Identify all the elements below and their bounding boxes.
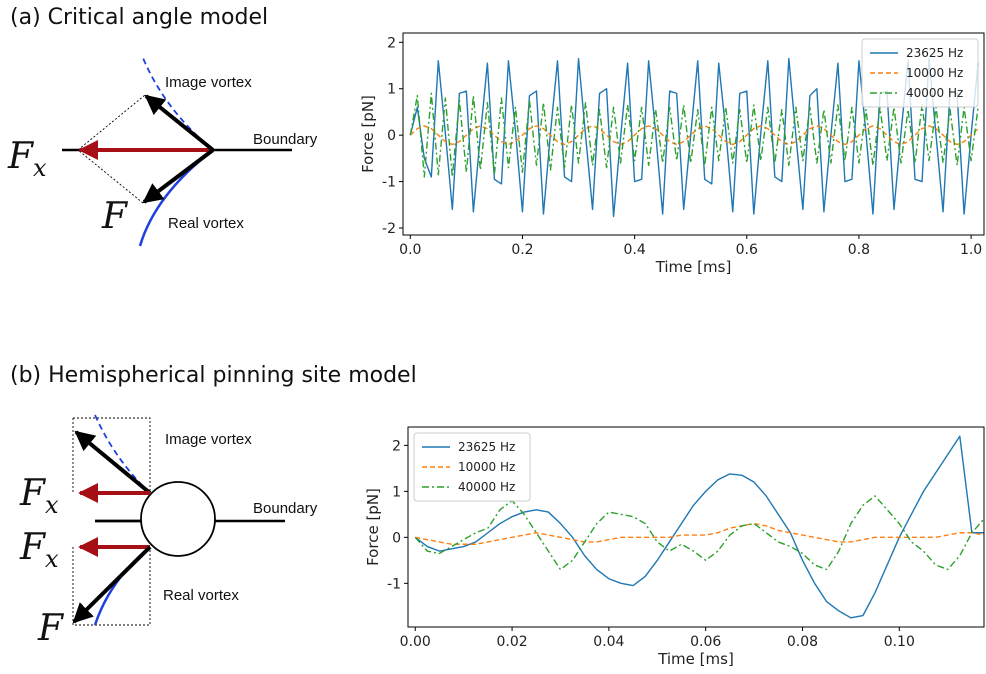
- chart: -1 0 1 2 0.00 0.02 0.04 0.06 0.08 0.10 Time [ms] Fo…: [364, 426, 985, 668]
- axes-frame: [402, 32, 985, 236]
- legend-label: 10000 Hz: [458, 460, 515, 474]
- image-vortex-label: Image vortex: [165, 74, 252, 91]
- image-arrow: [74, 430, 152, 495]
- series-line: [409, 92, 979, 178]
- f-arrow: [142, 148, 215, 204]
- axes-frame: [407, 426, 985, 628]
- x-tick-label: 0.04: [593, 634, 624, 650]
- x-tick-label: 0.4: [623, 242, 645, 258]
- boundary-label: Boundary: [253, 500, 318, 517]
- panel-title: (a) Critical angle model: [10, 5, 268, 30]
- y-tick-label: -1: [382, 175, 396, 191]
- series-line: [414, 495, 984, 571]
- symbol: F: [7, 136, 35, 177]
- f-arrow: [72, 545, 152, 624]
- real-vortex-label: Real vortex: [163, 587, 239, 604]
- lower-box: [72, 547, 151, 626]
- symbol: F: [19, 527, 47, 568]
- legend-box: [413, 432, 531, 502]
- x-tick-label: 0.8: [848, 242, 870, 258]
- pinning-site: [140, 481, 216, 557]
- legend-label: 23625 Hz: [906, 46, 963, 60]
- subscript: x: [45, 491, 59, 519]
- plot-lines: [414, 435, 984, 619]
- y-tick-label: 1: [387, 82, 396, 98]
- f-label: F: [101, 196, 129, 237]
- boundary-label: Boundary: [253, 131, 318, 148]
- diagram-a: Image vortex Boundary Real vortex Fx F: [7, 57, 318, 247]
- x-tick-label: 0.10: [884, 634, 915, 650]
- y-tick-label: 0: [392, 530, 401, 546]
- legend-box: [861, 38, 979, 108]
- fx-label: Fx: [19, 473, 59, 519]
- symbol: F: [19, 473, 47, 514]
- x-axis-label: Time [ms]: [655, 258, 732, 276]
- fx-label: Fx: [7, 136, 47, 182]
- fx-label: Fx: [19, 527, 59, 573]
- x-tick-label: 0.08: [787, 634, 818, 650]
- f-label: F: [37, 608, 65, 649]
- y-tick-label: 1: [392, 484, 401, 500]
- series-line: [415, 522, 984, 545]
- real-vortex-curve: [93, 546, 151, 626]
- panel-title: (b) Hemispherical pinning site model: [10, 363, 417, 388]
- y-tick-label: -2: [382, 221, 396, 237]
- legend-label: 10000 Hz: [906, 66, 963, 80]
- legend-label: 23625 Hz: [458, 440, 515, 454]
- x-tick-label: 0.6: [736, 242, 758, 258]
- y-tick-label: -1: [387, 576, 401, 592]
- subscript: x: [33, 154, 47, 182]
- y-axis-label: Force [pN]: [364, 488, 382, 566]
- diagram-b: Image vortex Boundary Real vortex Fx Fx …: [19, 414, 318, 649]
- x-tick-label: 1.0: [960, 242, 982, 258]
- x-tick-label: 0.02: [496, 634, 527, 650]
- x-axis-label: Time [ms]: [657, 650, 734, 668]
- x-tick-label: 0.0: [399, 242, 421, 258]
- subscript: x: [45, 545, 59, 573]
- y-tick-label: 0: [387, 128, 396, 144]
- series-line: [414, 435, 984, 619]
- chart: -2 -1 0 1 2 0.0 0.2 0.4 0.6 0.8 1.0 Time [ms] Force …: [359, 32, 985, 276]
- y-axis-label: Force [pN]: [359, 95, 377, 173]
- x-tick-label: 0.00: [400, 634, 431, 650]
- image-vortex-label: Image vortex: [165, 431, 252, 448]
- image-arrow: [144, 94, 215, 152]
- y-tick-label: 2: [392, 438, 401, 454]
- y-tick-label: 2: [387, 35, 396, 51]
- real-vortex-label: Real vortex: [168, 215, 244, 232]
- legend-label: 40000 Hz: [906, 86, 963, 100]
- upper-box: [72, 417, 151, 493]
- x-tick-label: 0.06: [690, 634, 721, 650]
- x-tick-label: 0.2: [511, 242, 533, 258]
- legend-label: 40000 Hz: [458, 480, 515, 494]
